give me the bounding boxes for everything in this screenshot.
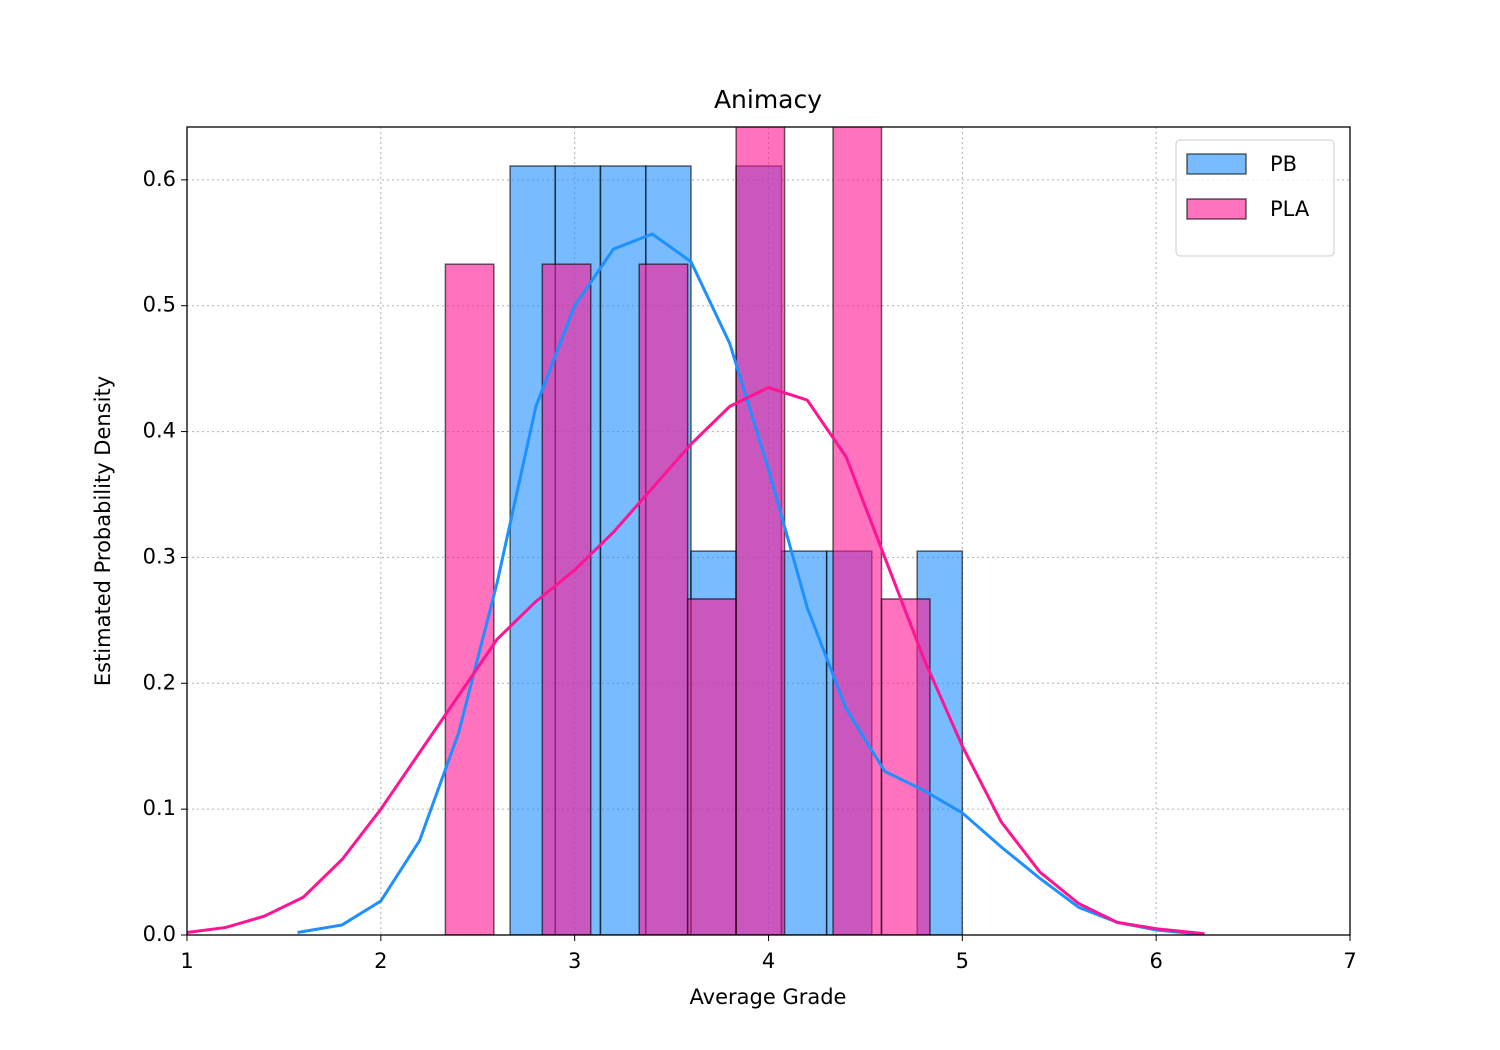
histogram-bar — [686, 598, 737, 935]
y-axis-label: Estimated Probability Density — [91, 376, 115, 686]
legend-swatch — [1186, 153, 1247, 175]
y-tick-label: 0.3 — [143, 544, 176, 568]
x-tick-label: 6 — [1149, 949, 1162, 973]
y-tick-label: 0.6 — [143, 167, 176, 191]
y-tick-label: 0.1 — [143, 796, 176, 820]
x-tick-label: 3 — [568, 949, 581, 973]
legend-label: PB — [1270, 152, 1297, 176]
histogram-bar — [780, 550, 828, 935]
x-tick-label: 1 — [180, 949, 193, 973]
histogram-bar — [599, 165, 647, 935]
histogram-bar — [880, 598, 931, 935]
histogram-bar — [638, 263, 689, 935]
histogram-bar — [735, 127, 786, 935]
histogram-bar — [832, 127, 883, 935]
y-tick-label: 0.4 — [143, 419, 176, 443]
kde-line — [297, 232, 1196, 935]
y-tick-label: 0.5 — [143, 293, 176, 317]
y-tick-label: 0.0 — [143, 922, 176, 946]
chart-title: Animacy — [714, 85, 822, 114]
y-tick-label: 0.2 — [143, 670, 176, 694]
x-tick-label: 7 — [1343, 949, 1356, 973]
x-tick-label: 4 — [762, 949, 775, 973]
x-tick-label: 5 — [956, 949, 969, 973]
histogram-bar — [444, 263, 495, 935]
x-tick-label: 2 — [374, 949, 387, 973]
legend-label: PLA — [1270, 197, 1310, 221]
x-axis-label: Average Grade — [690, 985, 847, 1009]
histogram-bar — [541, 263, 592, 935]
kde-line — [187, 385, 1205, 935]
legend-swatch — [1186, 198, 1247, 220]
